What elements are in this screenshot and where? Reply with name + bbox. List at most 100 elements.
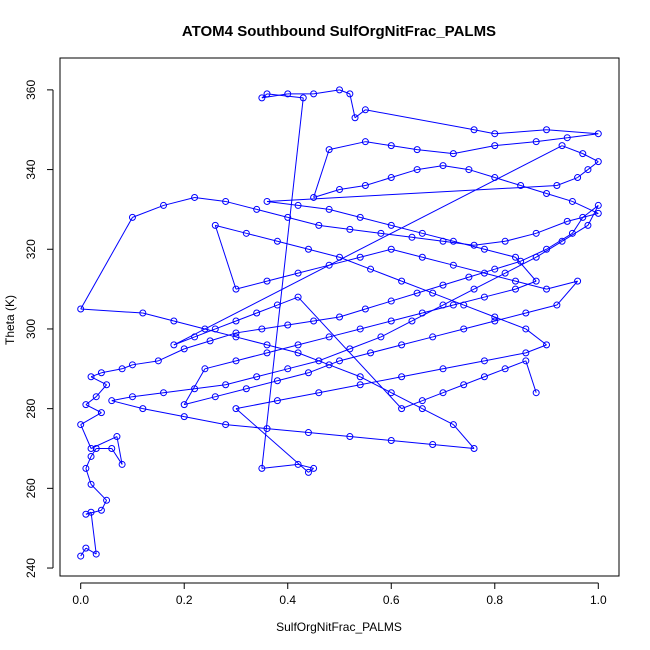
data-point	[304, 245, 312, 253]
data-point	[82, 401, 90, 409]
series-segment	[142, 408, 185, 418]
data-point	[543, 285, 551, 293]
series-segment	[422, 304, 454, 314]
data-point	[418, 397, 426, 405]
series-segment	[401, 368, 444, 378]
data-point	[480, 373, 488, 381]
data-point	[232, 405, 240, 413]
data-point	[439, 281, 447, 289]
series-segment	[318, 348, 351, 362]
data-point	[154, 357, 162, 365]
data-point	[429, 333, 437, 341]
data-point	[263, 349, 271, 357]
series-segment	[567, 133, 599, 139]
data-point	[470, 126, 478, 134]
series-segment	[308, 248, 340, 258]
series-segment	[184, 396, 216, 406]
series-segment	[360, 376, 402, 386]
data-point	[82, 464, 90, 472]
data-point	[449, 421, 457, 429]
data-point	[532, 253, 540, 261]
series-segment	[132, 204, 164, 218]
data-point	[387, 245, 395, 253]
data-point	[222, 421, 230, 429]
series-segment	[422, 256, 454, 266]
data-point	[387, 142, 395, 150]
series-segment	[267, 185, 557, 202]
data-point	[449, 237, 457, 245]
series-segment	[453, 264, 485, 274]
series-segment	[339, 352, 371, 362]
data-point	[242, 229, 250, 237]
data-point	[263, 341, 271, 349]
data-point	[439, 237, 447, 245]
series-segment	[261, 463, 299, 469]
data-point	[413, 289, 421, 297]
series-segment	[204, 360, 237, 370]
series-segment	[194, 328, 216, 338]
data-point	[568, 229, 576, 237]
data-point	[594, 130, 602, 138]
data-point	[387, 221, 395, 229]
series-segment	[442, 288, 475, 306]
data-point	[574, 277, 582, 285]
series-segment	[577, 169, 589, 178]
series-segment	[546, 280, 578, 290]
series-segment	[318, 384, 361, 394]
data-point	[180, 413, 188, 421]
plot-frame	[59, 57, 620, 577]
series-segment	[442, 360, 485, 370]
data-point	[346, 225, 354, 233]
series-segment	[90, 372, 102, 378]
series-segment	[173, 320, 206, 330]
series-segment	[85, 456, 92, 469]
series-segment	[349, 436, 392, 442]
x-tick-label: 0.4	[279, 593, 296, 607]
data-point	[325, 146, 333, 154]
series-segment	[468, 169, 495, 179]
data-point	[356, 325, 364, 333]
data-point	[387, 317, 395, 325]
data-point	[325, 333, 333, 341]
series-segment	[380, 232, 413, 238]
series-segment	[391, 312, 423, 322]
data-point	[491, 317, 499, 325]
data-point	[367, 349, 375, 357]
data-point	[491, 313, 499, 321]
data-point	[470, 444, 478, 452]
data-point	[543, 341, 551, 349]
data-point	[413, 166, 421, 174]
data-point	[263, 425, 271, 433]
series-segment	[266, 428, 309, 434]
series-segment	[494, 260, 521, 270]
data-point	[336, 86, 343, 94]
series-segment	[494, 316, 527, 330]
series-segment	[235, 280, 268, 290]
data-point	[310, 317, 318, 325]
data-point	[522, 357, 530, 365]
data-point	[563, 217, 571, 225]
data-point	[97, 369, 105, 377]
data-point	[160, 201, 168, 209]
data-point	[263, 197, 271, 205]
data-point	[170, 317, 178, 325]
data-point	[532, 389, 540, 397]
series-segment	[556, 280, 578, 306]
series-segment	[235, 336, 268, 346]
series-segment	[85, 396, 97, 406]
data-point	[273, 301, 281, 309]
series-segment	[90, 484, 107, 501]
y-tick-label: 280	[24, 398, 38, 418]
series-segment	[235, 400, 278, 410]
data-point	[346, 345, 354, 353]
data-point	[92, 444, 100, 452]
series-segment	[339, 256, 371, 270]
data-point	[522, 349, 530, 357]
series-segment	[80, 217, 133, 310]
series-segment	[225, 376, 257, 386]
data-point	[97, 409, 105, 417]
series-segment	[452, 424, 475, 449]
data-point	[532, 138, 540, 146]
data-point	[522, 309, 530, 317]
